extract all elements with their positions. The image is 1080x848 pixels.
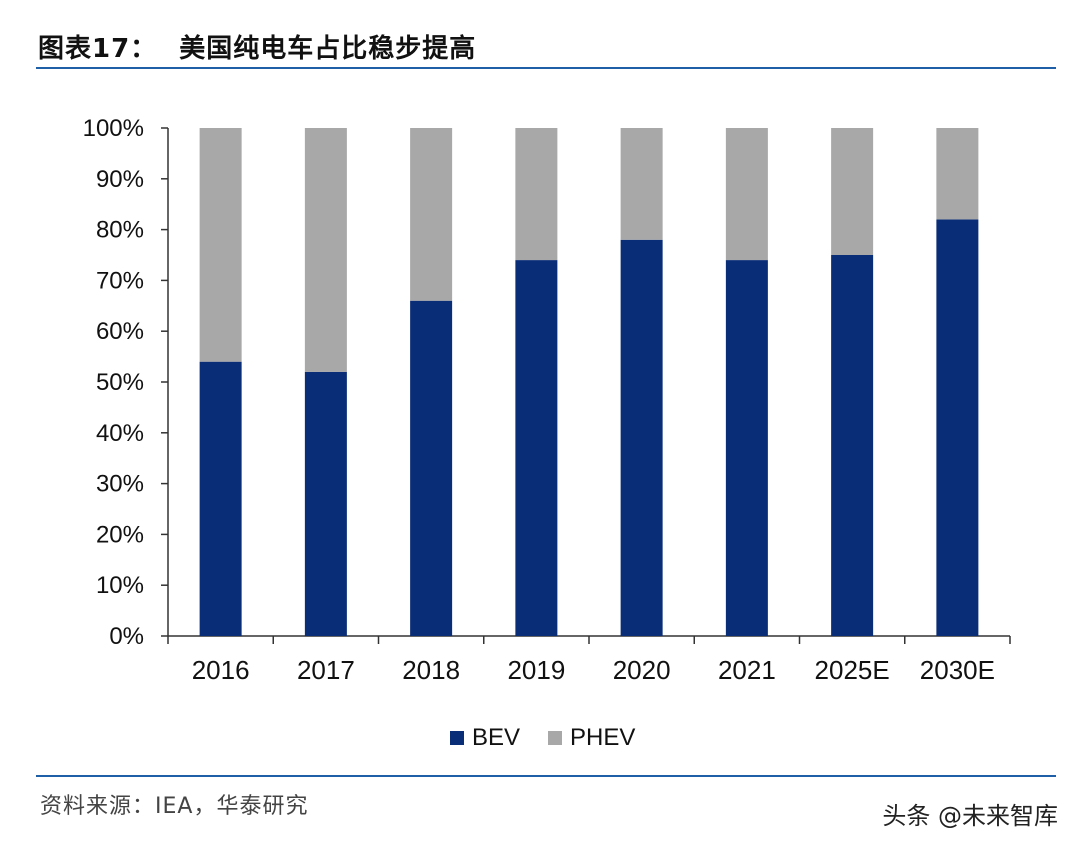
bar-bev-2021: [725, 260, 768, 636]
legend-item-phev: PHEV: [548, 724, 635, 752]
y-tick-label: 70%: [96, 267, 144, 294]
bar-bev-2025e: [831, 255, 874, 636]
legend-item-bev: BEV: [450, 724, 520, 752]
legend-swatch-phev: [548, 731, 563, 745]
source-note: 资料来源：IEA，华泰研究: [40, 794, 309, 819]
bar-phev-2020: [620, 128, 663, 240]
bar-bev-2018: [410, 300, 453, 636]
y-tick-label: 80%: [96, 217, 144, 244]
y-tick-label: 0%: [109, 623, 144, 650]
x-tick-label: 2017: [297, 655, 355, 685]
y-tick-label: 60%: [96, 318, 144, 345]
bar-phev-2017: [304, 128, 347, 372]
x-tick-label: 2030E: [920, 655, 995, 685]
x-tick-label: 2021: [718, 655, 776, 685]
y-tick-label: 90%: [96, 166, 144, 193]
bar-phev-2016: [199, 128, 242, 362]
chart-title: 图表17： 美国纯电车占比稳步提高: [38, 28, 476, 65]
bar-bev-2030e: [936, 219, 979, 636]
legend-swatch-bev: [450, 731, 464, 745]
legend-label-bev: BEV: [472, 724, 521, 751]
legend-label-phev: PHEV: [570, 724, 636, 751]
bar-bev-2017: [304, 371, 347, 636]
x-tick-label: 2020: [613, 655, 671, 685]
y-tick-label: 40%: [96, 420, 144, 447]
legend: BEV PHEV: [450, 724, 653, 752]
bar-phev-2025e: [831, 128, 874, 255]
x-tick-label: 2025E: [815, 655, 890, 685]
bar-phev-2019: [515, 128, 558, 261]
y-tick-label: 30%: [96, 471, 144, 498]
y-tick-label: 50%: [96, 369, 144, 396]
x-tick-label: 2018: [402, 655, 460, 685]
y-tick-label: 100%: [83, 115, 144, 142]
bar-phev-2030e: [936, 128, 979, 220]
bar-bev-2019: [515, 260, 558, 636]
title-rule: [36, 67, 1056, 69]
y-tick-label: 20%: [96, 521, 144, 548]
watermark: 头条 @未来智库: [882, 796, 1058, 831]
bar-phev-2021: [725, 128, 768, 261]
bar-bev-2020: [620, 239, 663, 636]
y-tick-label: 10%: [96, 572, 144, 599]
stacked-bar-chart: 0% 10% 20% 30% 40% 50% 60% 70% 80% 90% 100% 2016 201…: [83, 115, 1011, 685]
x-tick-label: 2016: [192, 655, 250, 685]
watermark-text: 头条 @未来智库: [882, 802, 1058, 830]
bar-phev-2018: [410, 128, 453, 301]
x-tick-label: 2019: [507, 655, 565, 685]
figure-title: 美国纯电车占比稳步提高: [179, 34, 477, 64]
bar-bev-2016: [199, 361, 242, 636]
figure-number: 图表17：: [38, 34, 158, 64]
source-rule: [36, 775, 1056, 777]
